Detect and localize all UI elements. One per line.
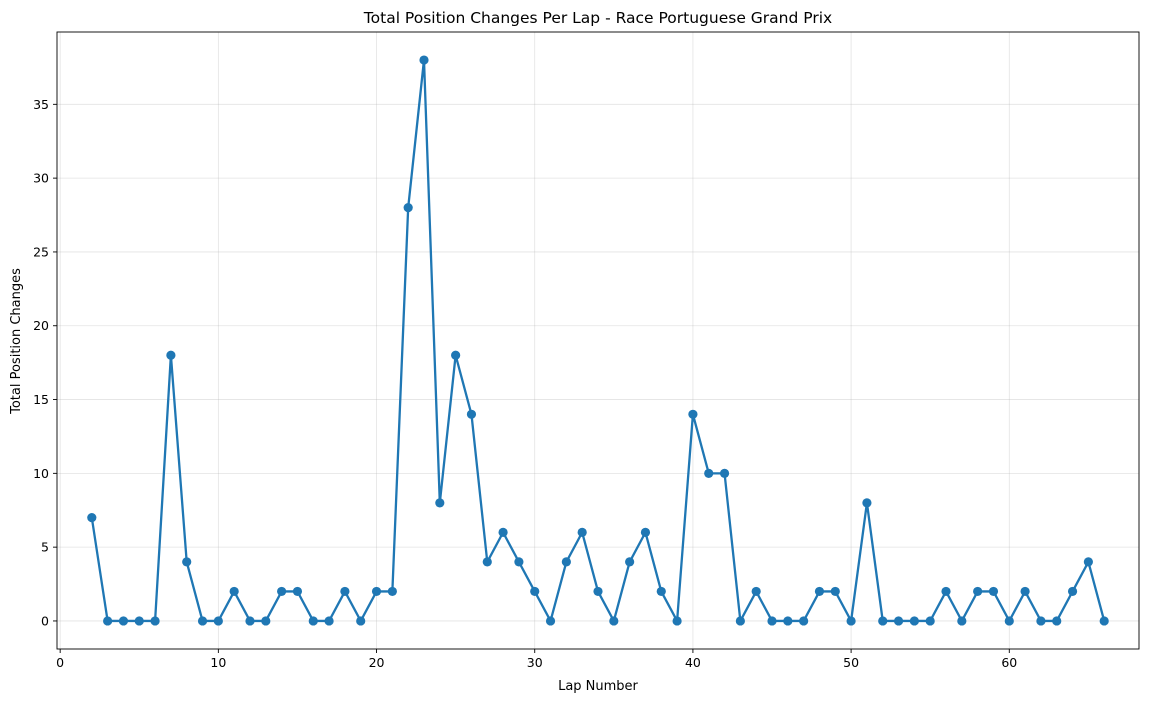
y-tick-label: 15	[33, 392, 49, 407]
x-tick-label: 40	[685, 655, 701, 670]
data-point	[561, 557, 571, 567]
data-point	[545, 616, 556, 626]
data-point	[1052, 616, 1062, 626]
x-tick-label: 60	[1001, 655, 1017, 670]
chart-title: Total Position Changes Per Lap - Race Po…	[363, 9, 832, 27]
y-tick-label: 10	[33, 466, 49, 481]
data-point	[182, 557, 192, 567]
data-point	[672, 616, 682, 626]
data-point	[134, 616, 144, 626]
data-point	[846, 616, 856, 626]
data-point	[530, 586, 540, 597]
data-point	[419, 55, 429, 65]
data-point	[593, 586, 603, 597]
data-point	[277, 586, 287, 597]
data-point	[1020, 586, 1030, 597]
y-tick-label: 5	[41, 540, 49, 555]
y-tick-label: 30	[33, 171, 49, 186]
data-point	[466, 409, 477, 419]
data-point	[941, 586, 951, 597]
x-tick-label: 30	[527, 655, 543, 670]
data-point	[735, 616, 745, 626]
data-point	[625, 557, 635, 567]
y-tick-label: 25	[33, 244, 49, 259]
x-tick-label: 0	[56, 655, 64, 670]
data-point	[118, 616, 129, 626]
data-point	[814, 586, 825, 597]
data-point	[403, 203, 413, 213]
data-point	[719, 468, 730, 478]
data-point	[261, 616, 271, 626]
data-point	[767, 616, 777, 626]
x-axis-ticks: 0 10 20 30 40 50 60	[56, 649, 1017, 670]
data-point	[862, 498, 872, 508]
data-point	[688, 409, 698, 419]
data-point	[229, 586, 239, 597]
data-point	[498, 527, 508, 537]
y-axis-ticks: 0 5 10 15 20 25 30 35	[33, 97, 57, 628]
data-point	[878, 616, 888, 626]
data-point	[340, 586, 350, 597]
data-point	[103, 616, 113, 626]
data-point	[482, 557, 492, 567]
plot-area-frame	[56, 31, 1140, 650]
data-point	[1099, 616, 1109, 626]
data-point	[656, 586, 666, 597]
data-point	[1004, 616, 1014, 626]
data-point	[292, 586, 303, 597]
data-point	[324, 616, 334, 626]
data-point	[893, 616, 904, 626]
data-point	[1036, 616, 1046, 626]
data-point	[1083, 557, 1093, 567]
data-point	[957, 616, 967, 626]
data-series	[87, 55, 1109, 626]
data-point	[166, 350, 176, 360]
y-tick-label: 20	[33, 318, 49, 333]
data-point	[87, 513, 97, 523]
data-point	[973, 586, 983, 597]
grid	[57, 32, 1139, 649]
data-point	[830, 586, 840, 597]
series-line	[90, 58, 1106, 623]
data-point	[1067, 586, 1078, 597]
data-point	[909, 616, 919, 626]
data-point	[387, 586, 397, 597]
data-point	[783, 616, 793, 626]
data-point	[577, 527, 587, 537]
data-point	[150, 616, 160, 626]
y-tick-label: 0	[41, 613, 49, 628]
x-tick-label: 10	[210, 655, 226, 670]
y-axis-label: Total Position Changes	[9, 268, 24, 415]
data-point	[988, 586, 999, 597]
data-point	[213, 616, 223, 626]
data-point	[751, 586, 761, 597]
data-point	[356, 616, 366, 626]
y-tick-label: 35	[33, 97, 49, 112]
data-point	[308, 616, 318, 626]
data-point	[435, 498, 445, 508]
x-tick-label: 20	[369, 655, 385, 670]
data-point	[799, 616, 809, 626]
x-axis-label: Lap Number	[558, 679, 638, 694]
data-point	[514, 557, 524, 567]
data-point	[609, 616, 619, 626]
data-point	[245, 616, 255, 626]
data-point	[371, 586, 382, 597]
x-tick-label: 50	[843, 655, 859, 670]
data-point	[925, 616, 935, 626]
data-point	[704, 468, 714, 478]
data-point	[197, 616, 208, 626]
data-point	[640, 527, 651, 537]
data-point	[451, 350, 461, 360]
